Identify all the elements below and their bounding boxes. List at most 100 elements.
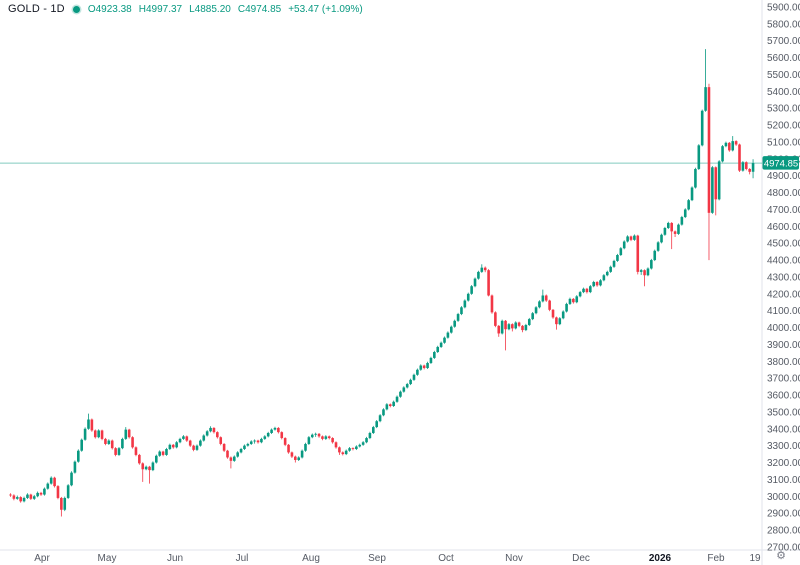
time-tick-label: 19 (749, 553, 761, 564)
candle (680, 215, 684, 226)
candle (297, 456, 301, 461)
candle (66, 484, 70, 499)
candle (90, 418, 94, 432)
candle (507, 322, 511, 331)
candle (46, 482, 50, 490)
axis-settings-gear-icon[interactable]: ⚙ (776, 550, 786, 562)
candle (619, 247, 623, 257)
candle (277, 427, 280, 434)
candle (599, 279, 602, 287)
symbol-title[interactable]: GOLD - 1D (8, 3, 65, 15)
candle (517, 321, 521, 328)
candle (453, 319, 456, 328)
market-status-dot-icon[interactable] (72, 5, 80, 13)
candle (497, 325, 501, 337)
candle (707, 83, 711, 261)
candle (677, 223, 680, 235)
candle (399, 390, 402, 398)
candle (673, 230, 677, 237)
time-tick-label: Jun (167, 553, 183, 564)
candles-layer (9, 49, 755, 517)
candle (107, 439, 111, 445)
candle (711, 166, 714, 214)
candle (80, 438, 84, 452)
candle (605, 270, 609, 277)
candle (273, 426, 277, 431)
candle (117, 446, 121, 456)
candle (232, 455, 236, 462)
candle (538, 300, 541, 309)
candle (43, 487, 46, 496)
candle (249, 440, 253, 445)
candle (483, 266, 487, 273)
candle (687, 198, 690, 211)
price-axis[interactable]: 5900.00 5800.00 5700.00 5600.00 5500.00 5400.… (767, 3, 800, 554)
candle (595, 281, 599, 287)
time-axis[interactable]: Apr May Jun Jul Aug Sep Oct Nov Dec 2026 Feb 19 (34, 553, 761, 564)
candle (338, 446, 341, 455)
candle (643, 269, 646, 287)
candle (121, 437, 124, 450)
candle (463, 299, 467, 309)
candle (521, 325, 524, 333)
candle (12, 494, 16, 501)
candle (456, 312, 460, 322)
candle (314, 432, 317, 437)
candle (724, 141, 728, 148)
candle (500, 319, 504, 335)
candle (155, 454, 158, 464)
candle (731, 136, 735, 152)
candle (422, 364, 426, 370)
price-tick-label: 2800.00 (767, 526, 800, 537)
candle (405, 382, 409, 389)
price-tick-label: 3000.00 (767, 492, 800, 503)
candle (97, 429, 100, 439)
candle (192, 444, 195, 452)
price-tick-label: 4000.00 (767, 323, 800, 334)
candle (690, 186, 694, 202)
last-price-badge: 4974.85 (762, 156, 799, 170)
candle (53, 476, 56, 488)
candle (39, 491, 43, 496)
candle (697, 144, 701, 170)
candle (436, 345, 440, 354)
candle (392, 400, 395, 408)
candle (582, 287, 585, 294)
candle (355, 445, 358, 451)
candle (666, 221, 670, 230)
price-tick-label: 5800.00 (767, 19, 800, 30)
candle (683, 208, 687, 219)
price-tick-label: 4600.00 (767, 222, 800, 233)
candle (222, 443, 226, 453)
price-tick-label: 3700.00 (767, 374, 800, 385)
candle (504, 319, 507, 351)
candle (670, 222, 673, 250)
candle (246, 442, 250, 447)
price-tick-label: 3600.00 (767, 391, 800, 402)
candle (555, 316, 558, 330)
candle (15, 495, 19, 500)
price-tick-label: 2700.00 (767, 542, 800, 553)
candle (548, 299, 551, 312)
candle (87, 413, 90, 430)
candle (63, 496, 67, 512)
price-tick-label: 5200.00 (767, 121, 800, 132)
candle (744, 161, 748, 171)
candle (341, 451, 345, 456)
candle (100, 429, 104, 441)
candle (131, 436, 134, 449)
candle (216, 431, 219, 439)
candle (446, 331, 450, 339)
candle (304, 442, 307, 452)
candle (378, 414, 382, 423)
candle (738, 143, 741, 172)
candle (348, 446, 351, 452)
candle (321, 435, 324, 441)
candle (449, 325, 453, 334)
candle (433, 350, 436, 359)
candle (382, 408, 385, 417)
candle (93, 429, 97, 439)
candle (622, 240, 626, 250)
candle (419, 364, 423, 371)
